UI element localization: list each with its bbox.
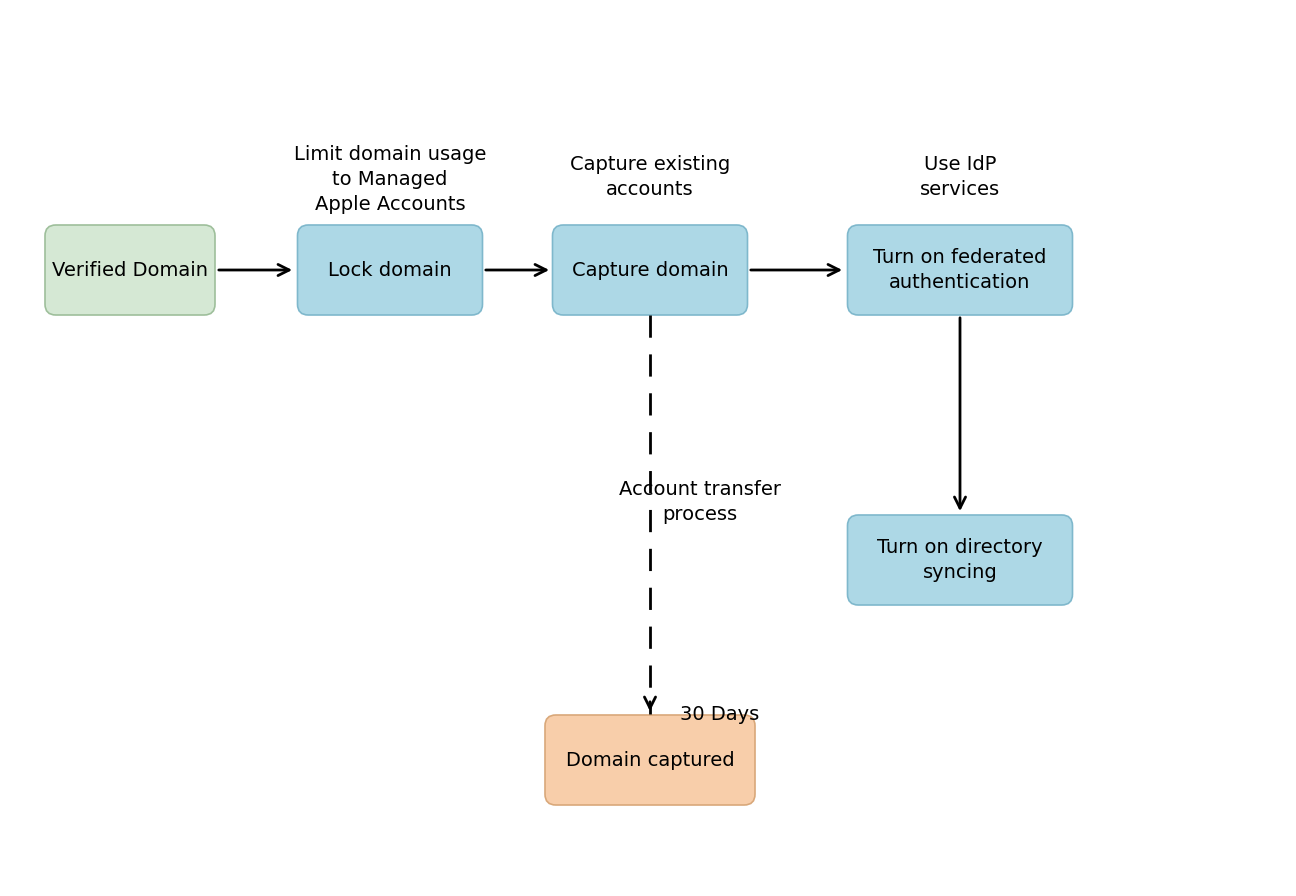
Text: Capture domain: Capture domain <box>572 261 728 280</box>
FancyBboxPatch shape <box>848 225 1073 315</box>
Text: Domain captured: Domain captured <box>565 751 735 770</box>
Text: Turn on federated
authentication: Turn on federated authentication <box>874 248 1047 292</box>
Text: Use IdP
services: Use IdP services <box>920 155 1001 199</box>
Text: Limit domain usage
to Managed
Apple Accounts: Limit domain usage to Managed Apple Acco… <box>294 145 486 214</box>
FancyBboxPatch shape <box>298 225 482 315</box>
FancyBboxPatch shape <box>546 715 756 805</box>
Text: Verified Domain: Verified Domain <box>52 261 207 280</box>
Text: Lock domain: Lock domain <box>328 261 452 280</box>
FancyBboxPatch shape <box>552 225 748 315</box>
Text: Turn on directory
syncing: Turn on directory syncing <box>877 538 1043 582</box>
FancyBboxPatch shape <box>848 515 1073 605</box>
Text: Account transfer
process: Account transfer process <box>619 480 781 524</box>
FancyBboxPatch shape <box>45 225 215 315</box>
Text: 30 Days: 30 Days <box>680 705 759 725</box>
Text: Capture existing
accounts: Capture existing accounts <box>570 155 730 199</box>
